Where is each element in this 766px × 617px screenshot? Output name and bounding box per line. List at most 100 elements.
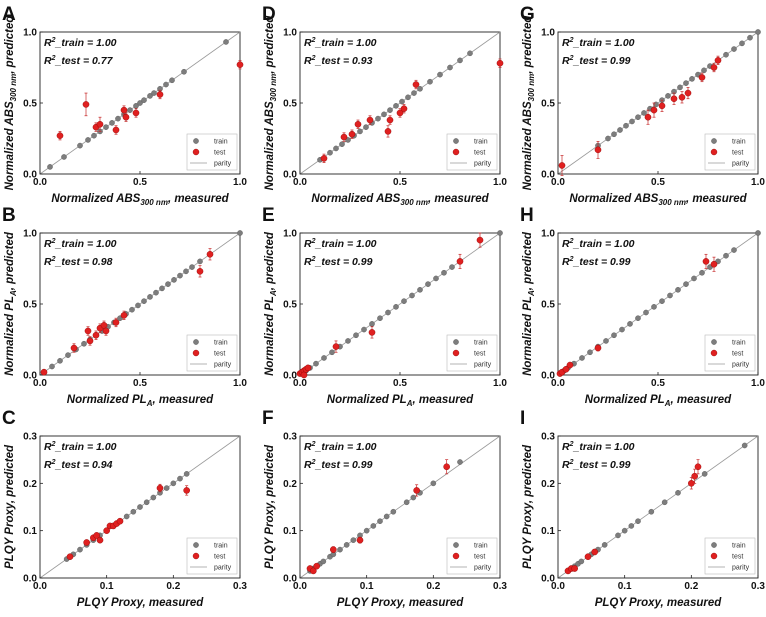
test-point: [714, 57, 722, 64]
train-point: [635, 518, 641, 525]
x-tick-label: 1.0: [493, 177, 507, 188]
train-point: [627, 321, 633, 327]
train-point: [357, 128, 363, 135]
train-point: [635, 315, 641, 322]
y-axis-title: Normalized PLA, predicted: [522, 231, 536, 376]
test-point: [476, 236, 484, 244]
legend-test-marker: [452, 148, 460, 156]
test-point: [413, 487, 420, 494]
test-point: [386, 116, 394, 124]
train-point: [143, 499, 150, 506]
test-point: [40, 368, 48, 376]
test-point: [658, 102, 666, 110]
x-axis-title: Normalized ABS300 nm, measured: [311, 193, 489, 207]
test-point: [562, 366, 570, 373]
x-tick-label: 0.0: [33, 378, 47, 389]
legend-test-marker: [452, 349, 460, 357]
panel-letter: F: [262, 408, 274, 429]
train-point: [321, 355, 327, 361]
train-point: [159, 285, 165, 292]
train-point: [130, 508, 137, 515]
panel-letter: C: [2, 408, 16, 429]
train-point: [345, 338, 351, 344]
test-point: [156, 484, 164, 492]
r2-train-annotation: R2_train = 1.00: [304, 238, 377, 250]
panel-letter: A: [2, 4, 16, 25]
train-point: [135, 302, 141, 309]
test-point: [116, 517, 124, 525]
legend-train-marker: [711, 542, 717, 548]
y-axis-title: PLQY Proxy, predicted: [264, 444, 276, 569]
r2-test-annotation: R2_test = 0.99: [304, 256, 373, 268]
test-point: [206, 250, 214, 258]
test-point: [332, 343, 340, 350]
y-tick-label: 1.0: [541, 229, 555, 240]
test-point: [584, 553, 592, 561]
test-point: [384, 128, 392, 135]
x-tick-label: 0.5: [393, 378, 407, 389]
train-point: [611, 332, 617, 339]
train-point: [665, 93, 671, 99]
panel-letter: E: [262, 205, 275, 226]
train-point: [329, 349, 335, 356]
test-point: [710, 260, 718, 268]
test-point: [702, 258, 710, 265]
r2-test-annotation: R2_test = 0.99: [562, 55, 631, 67]
train-point: [651, 304, 657, 310]
train-point: [648, 508, 655, 515]
legend: train test parity: [446, 133, 498, 171]
train-point: [363, 124, 369, 130]
train-point: [410, 494, 417, 501]
train-point: [151, 90, 157, 96]
test-point: [368, 329, 376, 336]
test-point: [84, 327, 92, 335]
test-point: [313, 562, 320, 570]
r2-train-annotation: R2_train = 1.00: [44, 441, 117, 453]
y-axis-title: Normalized PLA, predicted: [4, 231, 18, 376]
train-point: [147, 294, 153, 300]
test-point: [112, 319, 120, 326]
train-point: [467, 50, 473, 57]
test-point: [103, 527, 110, 534]
r2-test-annotation: R2_test = 0.77: [44, 55, 114, 67]
x-tick-label: 0.0: [293, 378, 307, 389]
train-point: [183, 471, 190, 477]
legend-train-marker: [193, 138, 199, 144]
test-point: [443, 463, 450, 471]
x-tick-label: 1.0: [493, 378, 507, 389]
x-tick-label: 0.0: [551, 177, 565, 188]
x-axis-title: PLQY Proxy, measured: [595, 597, 723, 609]
train-point: [369, 321, 375, 327]
train-point: [449, 264, 455, 270]
y-tick-label: 0.1: [23, 526, 37, 537]
train-point: [91, 132, 97, 139]
train-point: [377, 315, 383, 322]
test-point: [310, 567, 317, 575]
train-point: [621, 527, 628, 534]
train-point: [77, 142, 83, 149]
train-point: [129, 306, 135, 313]
train-point: [320, 558, 327, 565]
x-tick-label: 1.0: [751, 378, 765, 389]
train-point: [689, 76, 695, 82]
train-point: [457, 57, 463, 64]
legend: train test parity: [186, 334, 238, 372]
train-point: [659, 298, 665, 304]
legend-parity-label: parity: [474, 161, 492, 168]
panel-e: E 0.0 0.5 1.0 0.0 0.5 1.0 Normalized PLA, measu…: [262, 205, 507, 408]
train-point: [47, 164, 53, 170]
train-point: [181, 68, 187, 75]
train-point: [137, 504, 143, 510]
train-point: [333, 145, 339, 152]
x-tick-label: 0.1: [360, 581, 374, 592]
x-tick-label: 0.0: [551, 581, 565, 592]
test-point: [558, 162, 566, 169]
y-tick-label: 0.1: [283, 526, 297, 537]
legend-test-label: test: [732, 554, 743, 561]
train-point: [390, 508, 397, 515]
x-tick-label: 1.0: [751, 177, 765, 188]
legend-test-label: test: [214, 351, 225, 358]
legend-parity-label: parity: [214, 362, 232, 369]
legend-parity-label: parity: [214, 565, 232, 572]
test-point: [96, 536, 104, 544]
